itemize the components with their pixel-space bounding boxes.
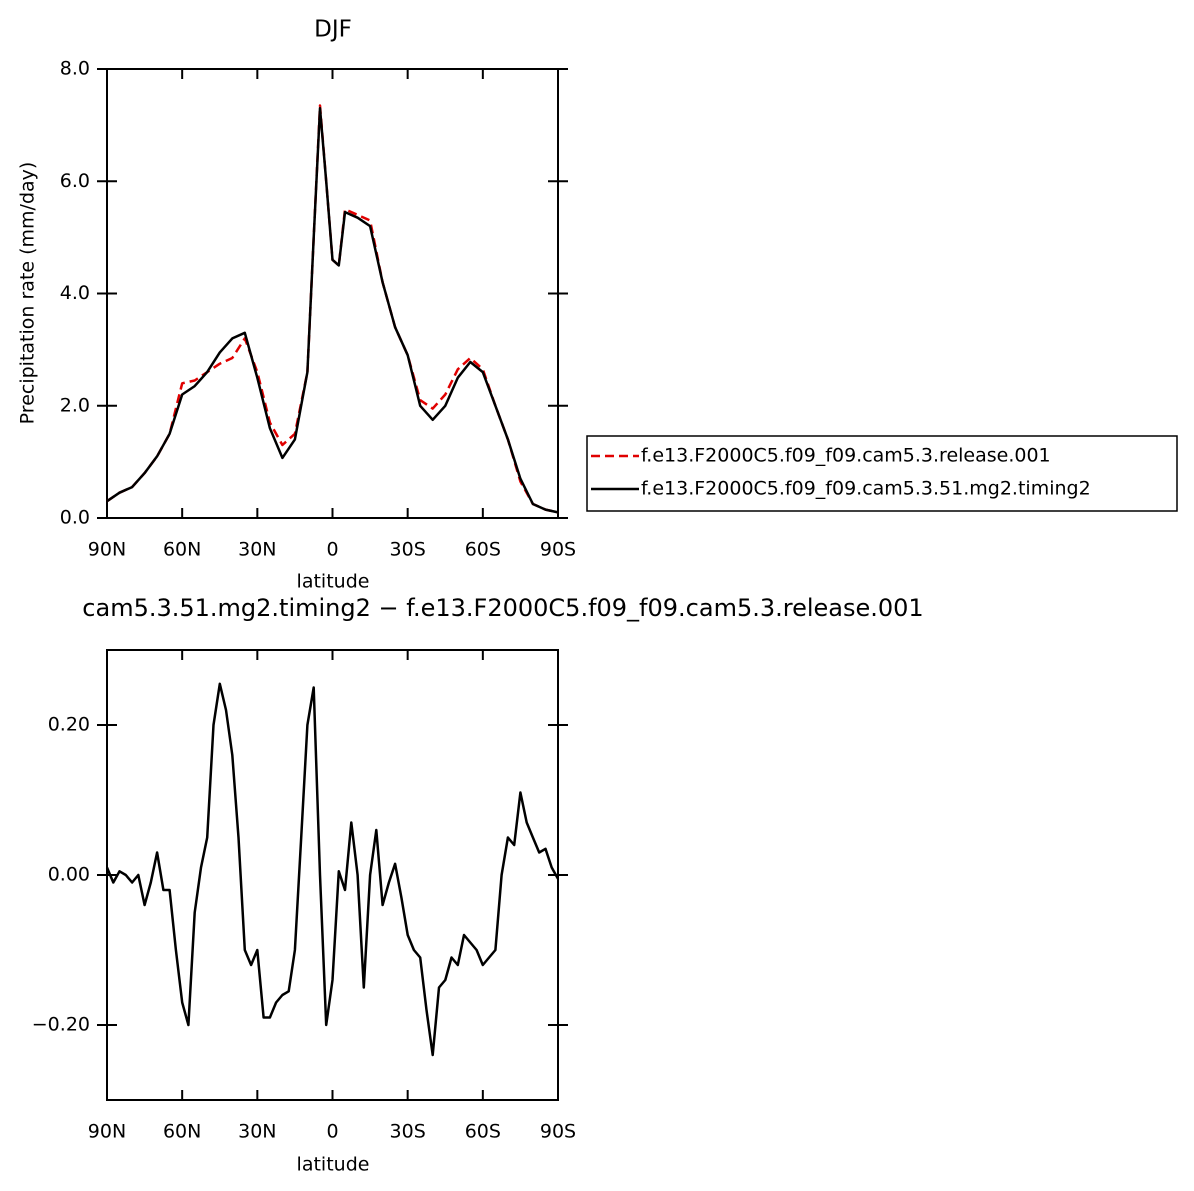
data-line [106, 104, 559, 514]
legend-label: f.e13.F2000C5.f09_f09.cam5.3.release.001 [641, 445, 1051, 467]
x-tick-label: 90N [88, 1121, 126, 1143]
y-tick-label: 0.00 [48, 864, 90, 886]
x-tick-label: 30S [390, 539, 426, 561]
x-tick-label: 30S [390, 1121, 426, 1143]
y-tick-label: 8.0 [60, 58, 90, 80]
x-tick-label: 30N [238, 1121, 276, 1143]
y-tick-label: 4.0 [60, 282, 90, 304]
x-tick-label: 0 [326, 539, 338, 561]
x-tick-label: 60N [163, 539, 201, 561]
data-line [106, 107, 559, 514]
y-tick-label: 2.0 [60, 394, 90, 416]
x-tick-label: 30N [238, 539, 276, 561]
y-tick-label: 6.0 [60, 170, 90, 192]
x-tick-label: 90S [540, 1121, 576, 1143]
legend-label: f.e13.F2000C5.f09_f09.cam5.3.51.mg2.timi… [641, 478, 1091, 500]
y-tick-label: −0.20 [32, 1014, 90, 1036]
x-axis-label: latitude [297, 1154, 370, 1176]
y-tick-label: 0.20 [48, 714, 90, 736]
x-tick-label: 60N [163, 1121, 201, 1143]
x-tick-label: 60S [465, 539, 501, 561]
y-tick-label: 0.0 [60, 507, 90, 529]
plot-frame [106, 68, 559, 519]
chart-title: cam5.3.51.mg2.timing2 − f.e13.F2000C5.f0… [82, 594, 923, 622]
legend-box [586, 435, 1178, 512]
x-tick-label: 90S [540, 539, 576, 561]
x-tick-label: 90N [88, 539, 126, 561]
x-axis-label: latitude [297, 571, 370, 593]
data-line [105, 682, 560, 1057]
x-tick-label: 0 [326, 1121, 338, 1143]
plot-frame [106, 649, 559, 1101]
y-axis-label: Precipitation rate (mm/day) [17, 162, 39, 425]
chart-title: DJF [314, 17, 352, 43]
x-tick-label: 60S [465, 1121, 501, 1143]
